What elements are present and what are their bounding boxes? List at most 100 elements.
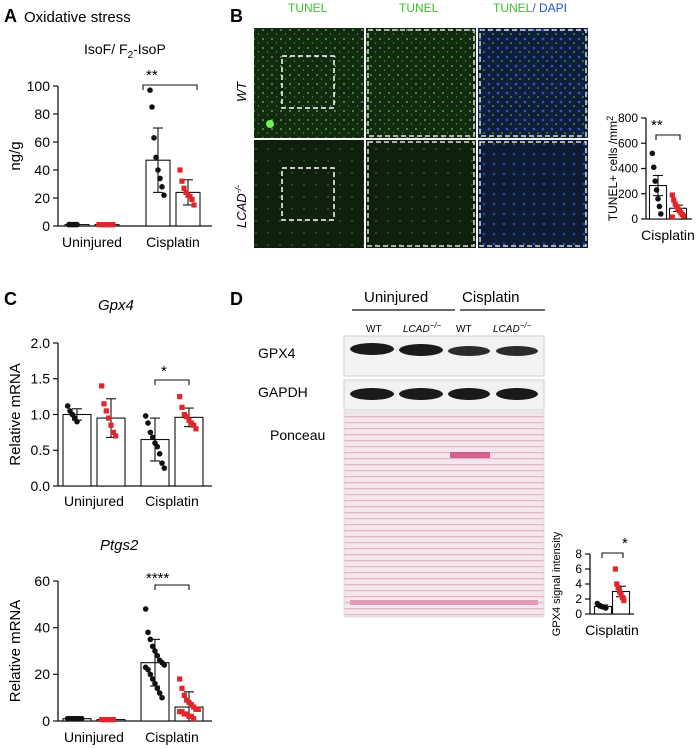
- point-C1: [108, 422, 114, 428]
- point-B: [658, 211, 664, 217]
- point-C1: [159, 460, 165, 466]
- group-label-C2: Uninjured: [64, 729, 124, 745]
- y-tick-label-A: 100: [27, 78, 51, 94]
- y-tick-label-A: 80: [34, 106, 50, 122]
- bar-C1-1-1: [174, 416, 204, 487]
- point-A: [181, 185, 187, 191]
- band-gpx4-4: [496, 346, 538, 356]
- point-A: [74, 221, 80, 228]
- lane-label-2: LCAD−/−: [403, 321, 442, 335]
- point-C2: [149, 676, 156, 682]
- point-C1: [99, 383, 105, 389]
- y-tick-label-C2: 60: [34, 573, 50, 589]
- zoom-box-lcad: [281, 167, 335, 221]
- group-label-cisplatin: Cisplatin: [462, 289, 520, 306]
- y-tick-label-C2: 0: [42, 713, 50, 729]
- lane-label-3: WT: [456, 324, 472, 335]
- y-tick-label-C1: 1.5: [31, 371, 51, 387]
- point-C2: [78, 715, 85, 722]
- group-label-uninjured: Uninjured: [364, 289, 428, 306]
- point-C2: [147, 671, 154, 678]
- group-label-C2: Cisplatin: [145, 729, 199, 745]
- blot-label-ponceau: Ponceau: [270, 427, 325, 443]
- point-C1: [177, 394, 183, 400]
- point-C1: [113, 433, 119, 439]
- y-tick-label-D: 2: [575, 592, 582, 606]
- panel-a: A Oxidative stress IsoF/ F2-IsoP ** 0 20 4…: [4, 6, 212, 250]
- point-C1: [106, 415, 112, 421]
- panel-a-letter: A: [4, 6, 17, 26]
- significance-bracket: [154, 379, 190, 385]
- point-A: [110, 222, 116, 228]
- y-tick-label-B: 200: [618, 187, 638, 201]
- y-tick-label-D: 0: [575, 607, 582, 621]
- y-tick-label-B: 400: [618, 162, 638, 176]
- point-B: [650, 164, 657, 171]
- band-gapdh-4: [496, 388, 538, 400]
- blot-label-gpx4: GPX4: [258, 345, 296, 361]
- ponceau-band-strong: [450, 452, 490, 458]
- y-tick-label-A: 0: [42, 218, 50, 234]
- point-C2: [154, 685, 161, 692]
- panel-b-significance: **: [651, 117, 663, 134]
- blot-label-gapdh: GAPDH: [258, 384, 308, 400]
- point-C2: [156, 690, 163, 696]
- group-label-A: Cisplatin: [146, 234, 200, 250]
- bar-C1-0-0: [62, 413, 92, 487]
- point-A: [155, 167, 161, 173]
- zoom-box-wt: [281, 55, 335, 109]
- zoom-frame-lcad-1: [367, 141, 475, 247]
- point-C2: [154, 652, 161, 659]
- point-C2: [159, 694, 165, 701]
- y-tick-label-C2: 40: [34, 620, 50, 636]
- zoom-frame-wt-2: [479, 29, 587, 137]
- point-A: [187, 194, 193, 200]
- group-label-C1: Uninjured: [64, 493, 124, 509]
- lane-label-4: LCAD−/−: [493, 321, 532, 335]
- panel-a-heading: Oxidative stress: [24, 9, 131, 26]
- point-A: [191, 202, 197, 208]
- point-B: [656, 203, 663, 210]
- panel-c1-significance: *: [161, 363, 167, 380]
- point-C1: [64, 403, 71, 409]
- chart-a: 0 20 40 60 80 100 ng/g Uninjured Cisplatin: [7, 78, 212, 250]
- point-C1: [186, 417, 192, 423]
- y-tick-label-A: 60: [34, 134, 50, 150]
- point-B: [652, 178, 658, 184]
- point-A: [151, 135, 157, 141]
- band-gpx4-3: [448, 346, 490, 356]
- point-B: [655, 196, 661, 202]
- row-label-lcad: LCAD-/-: [233, 185, 249, 228]
- point-C1: [74, 418, 80, 425]
- tunel-dapi-col-label: TUNEL/ DAPI: [493, 1, 567, 15]
- gene-label-ptgs2: Ptgs2: [100, 537, 139, 554]
- point-C1: [193, 426, 199, 432]
- significance-bracket: [655, 134, 681, 140]
- panel-a-title: IsoF/ F2-IsoP: [84, 41, 166, 61]
- point-D: [616, 588, 623, 595]
- point-D: [612, 566, 618, 572]
- significance-bracket: [154, 584, 190, 590]
- panel-c: C Gpx4 * 0.0 0.5 1.0 1.5 2.0 Relative mRNA Uni…: [4, 289, 212, 745]
- point-B: [671, 197, 677, 203]
- point-A: [177, 167, 183, 173]
- panel-d-letter: D: [230, 289, 243, 309]
- point-D: [619, 594, 626, 601]
- panel-b: B TUNEL TUNEL TUNEL/ DAPI WT LCAD-/- ** …: [230, 1, 695, 248]
- micrograph-lcad-tunel: [254, 140, 364, 248]
- y-axis-label-A: ng/g: [7, 141, 24, 170]
- bright-spot: [266, 120, 274, 128]
- tunel-col-label-1: TUNEL: [288, 1, 328, 15]
- point-C2: [191, 716, 197, 722]
- y-tick-label-A: 40: [34, 162, 50, 178]
- point-C2: [152, 680, 158, 687]
- point-B: [669, 214, 675, 220]
- point-A: [149, 104, 155, 110]
- point-C2: [195, 706, 201, 712]
- point-C1: [184, 414, 190, 420]
- panel-d-significance: *: [622, 535, 628, 552]
- point-C1: [149, 434, 156, 441]
- y-tick-label-C2: 20: [34, 666, 50, 682]
